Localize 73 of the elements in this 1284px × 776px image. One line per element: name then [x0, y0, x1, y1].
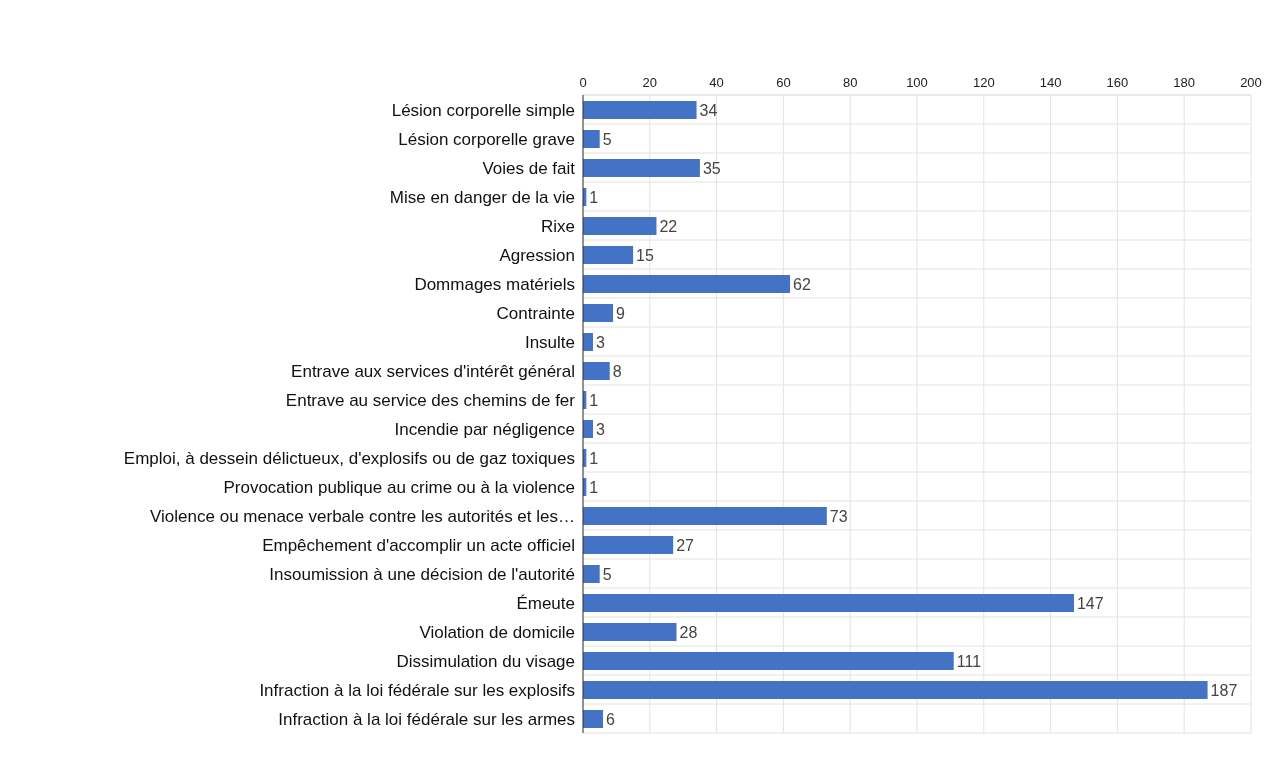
data-label: 15 — [636, 246, 654, 264]
data-label: 22 — [659, 217, 678, 235]
data-label: 28 — [679, 623, 698, 641]
data-label: 1 — [589, 478, 599, 496]
bar — [583, 333, 594, 351]
bar — [583, 594, 1074, 612]
bar — [583, 101, 697, 119]
y-tick-label: Violation de domicile — [419, 622, 575, 642]
y-tick-label: Mise en danger de la vie — [389, 187, 575, 207]
data-label: 34 — [699, 101, 718, 119]
x-tick-label: 160 — [1106, 75, 1129, 90]
data-label: 3 — [596, 333, 606, 351]
bar — [583, 681, 1208, 699]
y-tick-label: Entrave aux services d'intérêt général — [291, 361, 575, 381]
bar — [583, 565, 600, 583]
y-tick-label: Insoumission à une décision de l'autorité — [269, 564, 575, 584]
y-tick-label: Entrave au service des chemins de fer — [285, 390, 576, 410]
y-tick-label: Infraction à la loi fédérale sur les armes — [278, 709, 575, 729]
y-tick-label: Dissimulation du visage — [396, 651, 575, 671]
x-tick-label: 120 — [972, 75, 995, 90]
y-tick-label: Rixe — [540, 216, 575, 236]
data-label: 187 — [1210, 681, 1238, 699]
data-label: 5 — [602, 130, 612, 148]
x-tick-label: 0 — [579, 75, 587, 90]
data-label: 1 — [589, 391, 599, 409]
y-tick-label: Empêchement d'accomplir un acte officiel — [262, 535, 575, 555]
bar — [583, 217, 657, 235]
y-tick-label: Contrainte — [496, 303, 575, 323]
data-label: 27 — [676, 536, 695, 554]
y-tick-label: Violence ou menace verbale contre les autorités et les… — [150, 506, 575, 526]
x-tick-label: 100 — [906, 75, 928, 90]
y-tick-label: Dommages matériels — [414, 274, 575, 294]
bar — [583, 507, 827, 525]
bar — [583, 130, 600, 148]
bar — [583, 536, 674, 554]
data-label: 5 — [602, 565, 612, 583]
data-label: 147 — [1076, 594, 1104, 612]
y-tick-label: Incendie par négligence — [394, 419, 575, 439]
data-label: 62 — [793, 275, 811, 293]
data-label: 8 — [612, 362, 622, 380]
bar — [583, 275, 791, 293]
y-tick-label: Voies de fait — [482, 158, 576, 178]
bar — [583, 710, 604, 728]
x-tick-label: 20 — [642, 75, 658, 90]
y-tick-label: Lésion corporelle grave — [398, 129, 575, 149]
y-tick-label: Insulte — [524, 332, 575, 352]
data-label: 1 — [589, 188, 599, 206]
y-tick-label: Emploi, à dessein délictueux, d'explosifs ou de gaz toxiques — [123, 448, 575, 468]
x-tick-label: 140 — [1039, 75, 1062, 90]
x-tick-label: 180 — [1173, 75, 1196, 90]
x-tick-label: 200 — [1240, 75, 1262, 90]
bar — [583, 246, 634, 264]
y-tick-label: Émeute — [516, 593, 575, 613]
bar — [583, 652, 954, 670]
x-tick-label: 60 — [776, 75, 791, 90]
data-label: 3 — [596, 420, 606, 438]
y-tick-label: Provocation publique au crime ou à la violence — [223, 477, 575, 497]
data-label: 35 — [702, 159, 721, 177]
bar — [583, 362, 610, 380]
y-tick-label: Agression — [499, 245, 575, 265]
data-label: 6 — [606, 710, 616, 728]
data-label: 111 — [956, 652, 982, 670]
bar — [583, 159, 700, 177]
x-tick-label: 80 — [842, 75, 858, 90]
data-label: 1 — [589, 449, 599, 467]
y-tick-label: Lésion corporelle simple — [391, 100, 575, 120]
bar — [583, 623, 677, 641]
bar — [583, 420, 594, 438]
data-label: 9 — [616, 304, 626, 322]
data-label: 73 — [829, 507, 848, 525]
y-tick-label: Infraction à la loi fédérale sur les explosifs — [259, 680, 575, 700]
bar — [583, 304, 614, 322]
x-tick-label: 40 — [709, 75, 724, 90]
